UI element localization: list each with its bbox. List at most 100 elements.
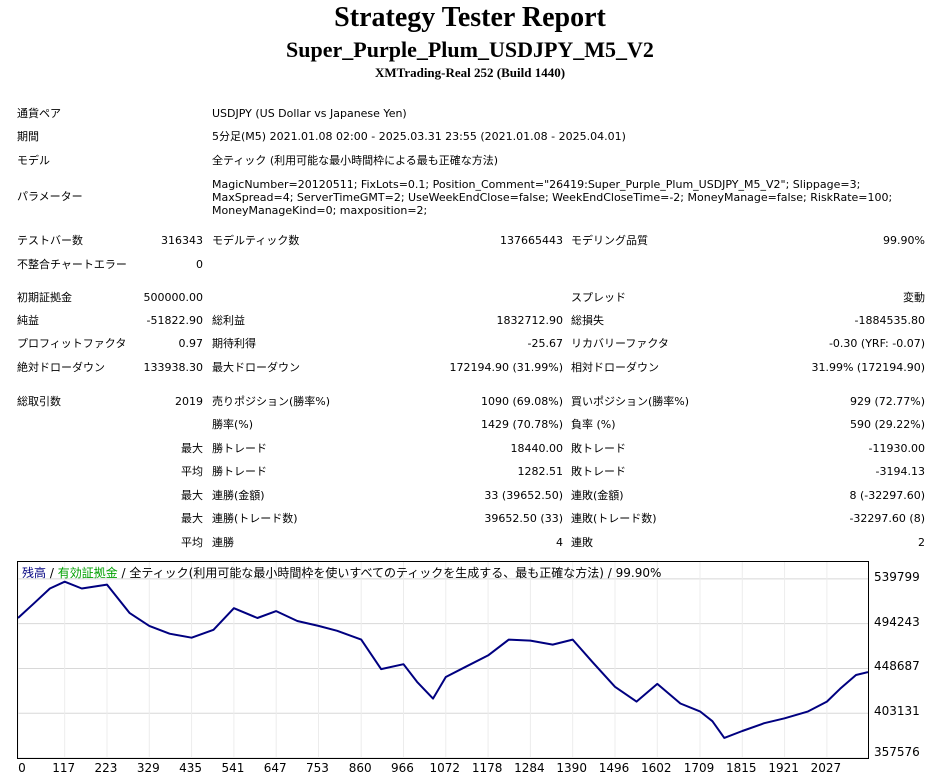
x-tick-label: 117: [52, 761, 76, 775]
x-tick-label: 0: [18, 761, 26, 775]
x-tick-label: 1284: [514, 761, 545, 775]
x-tick-label: 1815: [726, 761, 757, 775]
max-drawdown-label: 最大ドローダウン: [212, 361, 300, 374]
x-tick-label: 329: [136, 761, 160, 775]
params-label: パラメーター: [17, 190, 83, 203]
y-tick-label: 403131: [874, 704, 920, 719]
net-profit-label: 純益: [17, 314, 39, 327]
cons-loss-count-label: 連敗(トレード数): [571, 512, 657, 525]
avg-win-value: 1282.51: [517, 465, 564, 478]
gross-loss-value: -1884535.80: [854, 314, 925, 327]
y-tick-label: 448687: [874, 659, 920, 674]
deposit-label: 初期証拠金: [17, 291, 72, 304]
balance-chart: 残高 / 有効証拠金 / 全ティック(利用可能な最小時間枠を使いすべてのティック…: [17, 561, 869, 759]
period-value: 5分足(M5) 2021.01.08 02:00 - 2025.03.31 23…: [212, 130, 626, 143]
model-ticks-value: 137665443: [500, 234, 563, 247]
short-positions-value: 1090 (69.08%): [480, 395, 563, 408]
y-tick-label: 539799: [874, 569, 920, 584]
x-tick-label: 1072: [429, 761, 461, 775]
chart-plot: [18, 562, 868, 758]
x-tick-label: 647: [263, 761, 287, 775]
pair-label: 通貨ペア: [17, 107, 61, 120]
rel-drawdown-label: 相対ドローダウン: [571, 361, 659, 374]
cons-win-count-value: 39652.50 (33): [484, 512, 563, 525]
x-tick-label: 1390: [556, 761, 587, 775]
avg-cons-loss-value: 2: [918, 536, 925, 549]
cons-win-amount-value: 33 (39652.50): [484, 489, 563, 502]
model-quality-label: モデリング品質: [571, 234, 648, 247]
win-rate-value: 1429 (70.78%): [480, 418, 563, 431]
model-label: モデル: [17, 154, 50, 167]
total-trades-value: 2019: [175, 395, 203, 408]
server-build: XMTrading-Real 252 (Build 1440): [374, 65, 566, 80]
spread-value: 変動: [903, 291, 925, 304]
avg-loss-value: -3194.13: [875, 465, 925, 478]
rel-drawdown-value: 31.99% (172194.90): [811, 361, 925, 374]
params-line-2: MaxSpread=4; ServerTimeGMT=2; UseWeekEnd…: [212, 191, 893, 204]
expert-name: Super_Purple_Plum_USDJPY_M5_V2: [286, 37, 654, 62]
period-label: 期間: [17, 130, 39, 143]
max-drawdown-value: 172194.90 (31.99%): [449, 361, 563, 374]
long-positions-label: 買いポジション(勝率%): [571, 395, 690, 408]
x-tick-label: 2027: [810, 761, 842, 775]
max-label: 最大: [181, 442, 203, 455]
recovery-factor-value: -0.30 (YRF: -0.07): [828, 337, 925, 350]
x-tick-label: 541: [221, 761, 245, 775]
x-tick-label: 1178: [471, 761, 503, 775]
params-line-1: MagicNumber=20120511; FixLots=0.1; Posit…: [212, 178, 861, 191]
net-profit-value: -51822.90: [146, 314, 203, 327]
legend-equity: 有効証拠金: [57, 566, 118, 580]
model-ticks-label: モデルティック数: [212, 234, 300, 247]
long-positions-value: 929 (72.77%): [849, 395, 925, 408]
profit-factor-label: プロフィットファクタ: [17, 337, 127, 350]
max-loss-label: 敗トレード: [571, 442, 626, 455]
cons-win-count-label: 連勝(トレード数): [212, 512, 298, 525]
expected-payoff-value: -25.67: [527, 337, 563, 350]
win-rate-label: 勝率(%): [212, 418, 254, 431]
legend-sep: /: [46, 566, 58, 580]
balance-line: [18, 580, 868, 739]
x-tick-label: 753: [306, 761, 329, 775]
cons-win-amount-label: 連勝(金額): [212, 489, 265, 502]
test-bars-label: テストバー数: [17, 234, 83, 247]
loss-rate-label: 負率 (%): [571, 418, 616, 431]
chart-legend: 残高 / 有効証拠金 / 全ティック(利用可能な最小時間枠を使いすべてのティック…: [22, 564, 661, 581]
spread-label: スプレッド: [571, 291, 626, 304]
model-value: 全ティック (利用可能な最小時間枠による最も正確な方法): [212, 154, 499, 167]
mismatch-value: 0: [196, 258, 203, 271]
avg-cons-loss-label: 連敗: [571, 536, 593, 549]
x-tick-label: 1496: [598, 761, 630, 775]
x-tick-label: 1709: [683, 761, 715, 775]
loss-rate-value: 590 (29.22%): [849, 418, 925, 431]
profit-factor-value: 0.97: [178, 337, 204, 350]
x-tick-label: 223: [94, 761, 118, 775]
y-tick-label: 357576: [874, 745, 920, 759]
x-tick-label: 966: [391, 761, 414, 775]
gross-profit-value: 1832712.90: [496, 314, 563, 327]
avg-cons-win-label: 連勝: [212, 536, 234, 549]
report-title: Strategy Tester Report: [334, 2, 606, 33]
test-bars-value: 316343: [161, 234, 203, 247]
deposit-value: 500000.00: [143, 291, 204, 304]
cons-loss-count-value: -32297.60 (8): [849, 512, 925, 525]
y-tick-label: 494243: [874, 614, 920, 629]
mismatch-label: 不整合チャートエラー: [17, 258, 127, 271]
max-label: 最大: [181, 512, 203, 525]
x-tick-label: 435: [179, 761, 203, 775]
avg-win-label: 勝トレード: [212, 465, 267, 478]
short-positions-label: 売りポジション(勝率%): [212, 395, 331, 408]
max-win-label: 勝トレード: [212, 442, 267, 455]
avg-label: 平均: [181, 536, 203, 549]
expected-payoff-label: 期待利得: [212, 337, 256, 350]
avg-label: 平均: [181, 465, 203, 478]
legend-balance: 残高: [22, 566, 47, 580]
cons-loss-amount-value: 8 (-32297.60): [849, 489, 925, 502]
params-line-3: MoneyManageKind=0; maxposition=2;: [212, 204, 428, 217]
x-tick-label: 860: [348, 761, 372, 775]
cons-loss-amount-label: 連敗(金額): [571, 489, 624, 502]
x-tick-label: 1921: [768, 761, 799, 775]
gross-profit-label: 総利益: [212, 314, 245, 327]
abs-drawdown-value: 133938.30: [143, 361, 204, 374]
model-quality-value: 99.90%: [883, 234, 925, 247]
pair-value: USDJPY (US Dollar vs Japanese Yen): [212, 107, 407, 120]
